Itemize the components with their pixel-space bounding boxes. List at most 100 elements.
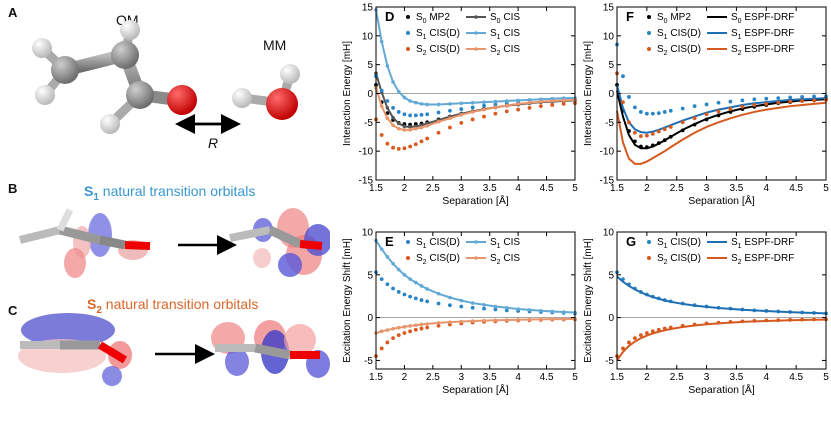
y-tick-label: -10: [600, 147, 615, 158]
legend-label-s2-cis-d-: S2 CIS(D): [416, 253, 460, 266]
point-s2-cis-d-: [448, 125, 452, 130]
marker-s1-cis: [402, 273, 407, 277]
point-s1-cis-d-: [680, 106, 685, 111]
point-s2-cis-d-: [402, 146, 407, 151]
marker-s2-cis: [385, 328, 390, 332]
x-tick-label: 3.5: [483, 183, 497, 194]
point-s2-cis-d-: [470, 117, 475, 122]
point-s1-cis-d-: [419, 112, 424, 117]
point-s1-cis-d-: [692, 104, 697, 109]
panel-letter: D: [385, 9, 394, 24]
x-tick-label: 2.5: [426, 372, 440, 383]
marker-s1-cis: [470, 100, 475, 105]
y-tick-label: 5: [608, 60, 614, 71]
x-tick-label: 4.5: [789, 183, 803, 194]
y-tick-label: -5: [605, 356, 614, 367]
x-tick-label: 1.5: [369, 183, 383, 194]
y-tick-label: 10: [603, 31, 615, 42]
marker-s0-cis: [385, 106, 390, 110]
x-tick-label: 2: [402, 372, 408, 383]
marker-s1-cis: [504, 305, 509, 310]
point-s1-cis-d-: [396, 110, 401, 114]
marker-s1-cis: [391, 80, 395, 84]
marker-s1-cis: [408, 99, 412, 103]
legend-label-s1-cis-d-: S1 CIS(D): [657, 28, 701, 41]
marker-s2-cis: [391, 326, 395, 331]
point-s1-cis-d-: [776, 96, 781, 101]
point-s2-cis-d-: [391, 336, 395, 341]
marker-s2-cis: [448, 320, 452, 324]
point-s1-cis-d-: [436, 110, 441, 115]
marker-s1-cis: [527, 98, 532, 102]
legend-label-s1-espf-drf: S1 ESPF-DRF: [731, 28, 794, 41]
point-s2-cis-d-: [561, 101, 566, 106]
marker-s1-cis: [391, 261, 395, 266]
point-s1-cis-d-: [668, 108, 673, 113]
y-tick-label: 15: [603, 3, 615, 14]
point-s2-cis-d-: [812, 98, 816, 103]
marker-s2-cis: [493, 105, 498, 110]
x-tick-label: 4: [515, 183, 521, 194]
y-tick-label: 10: [603, 228, 615, 239]
point-s2-cis-d-: [550, 103, 555, 107]
chart-panel-d: 1.5 2 2.5 3 3.5 4 4.5 5 15 10 5 0 -5 -10 -15 Separation…: [342, 3, 578, 208]
point-s2-cis-d-: [668, 125, 673, 129]
s2-nto-title: S2 natural transition orbitals: [87, 296, 259, 316]
point-s2-cis-d-: [662, 127, 667, 132]
point-s2-cis-d-: [379, 133, 384, 137]
marker-s1-cis: [482, 100, 486, 104]
y-tick-label: 5: [367, 60, 373, 71]
legend-dot-s2-cis-d-: [406, 47, 410, 51]
y-tick-label: 15: [362, 3, 374, 14]
x-tick-label: 3: [459, 372, 465, 383]
point-s2-cis-d-: [408, 329, 413, 334]
marker-s1-cis: [379, 247, 384, 251]
line-s1-cis: [375, 9, 575, 106]
point-s1-cis-d-: [385, 282, 390, 287]
legend-dot-s2-cis-d-: [647, 256, 651, 260]
legend-dot-s0-mp2: [647, 15, 651, 19]
legend-dot-s1-cis-d-: [406, 240, 410, 244]
x-tick-label: 4: [515, 372, 521, 383]
chart-panel-f: 1.5 2 2.5 3 3.5 4 4.5 5 15 10 5 0 -5 -10 -15 Separation…: [583, 3, 829, 208]
point-s1-cis-d-: [740, 98, 745, 103]
s1-nto-particle: [229, 208, 330, 277]
x-tick-label: 2: [402, 183, 408, 194]
marker-s2-cis: [459, 113, 464, 117]
y-tick-label: -10: [359, 147, 374, 158]
x-tick-label: 3: [704, 372, 710, 383]
y-tick-label: 0: [608, 313, 614, 324]
marker-s1-cis: [402, 95, 407, 100]
y-tick-label: 0: [367, 313, 373, 324]
x-tick-label: 2: [644, 183, 650, 194]
marker-s1-cis: [448, 102, 452, 106]
water-molecule: [232, 64, 300, 120]
y-axis-label: Interaction Energy [mH]: [583, 41, 594, 146]
point-s1-cis-d-: [413, 296, 418, 301]
point-s1-cis-d-: [728, 99, 733, 104]
marker-s2-cis: [425, 322, 429, 326]
marker-s2-cis: [379, 329, 384, 334]
point-s1-cis-d-: [408, 294, 413, 299]
legend-label-s2-cis-d-: S2 CIS(D): [416, 44, 460, 57]
point-s2-cis-d-: [621, 346, 625, 351]
marker-s1-cis: [408, 277, 412, 281]
y-tick-label: -5: [605, 118, 614, 129]
line-s2-espf-drf: [616, 318, 827, 362]
x-tick-label: 4: [764, 372, 770, 383]
legend-label-s2-cis: S2 CIS: [490, 253, 520, 266]
point-s1-cis-d-: [436, 301, 441, 306]
line-s2-espf-drf: [616, 101, 827, 165]
point-s2-cis-d-: [627, 340, 631, 345]
legend-dot-s1-cis-d-: [647, 31, 651, 35]
point-s1-cis-d-: [459, 107, 464, 111]
point-s1-cis-d-: [425, 112, 430, 117]
point-s1-cis-d-: [644, 111, 649, 116]
x-tick-label: 3.5: [729, 183, 743, 194]
marker-s2-cis: [527, 100, 532, 105]
marker-s1-cis: [561, 310, 566, 314]
point-s1-cis-d-: [459, 304, 464, 309]
marker-s2-cis: [550, 99, 555, 103]
point-s1-cis-d-: [504, 308, 509, 313]
marker-s2-cis: [516, 317, 520, 322]
